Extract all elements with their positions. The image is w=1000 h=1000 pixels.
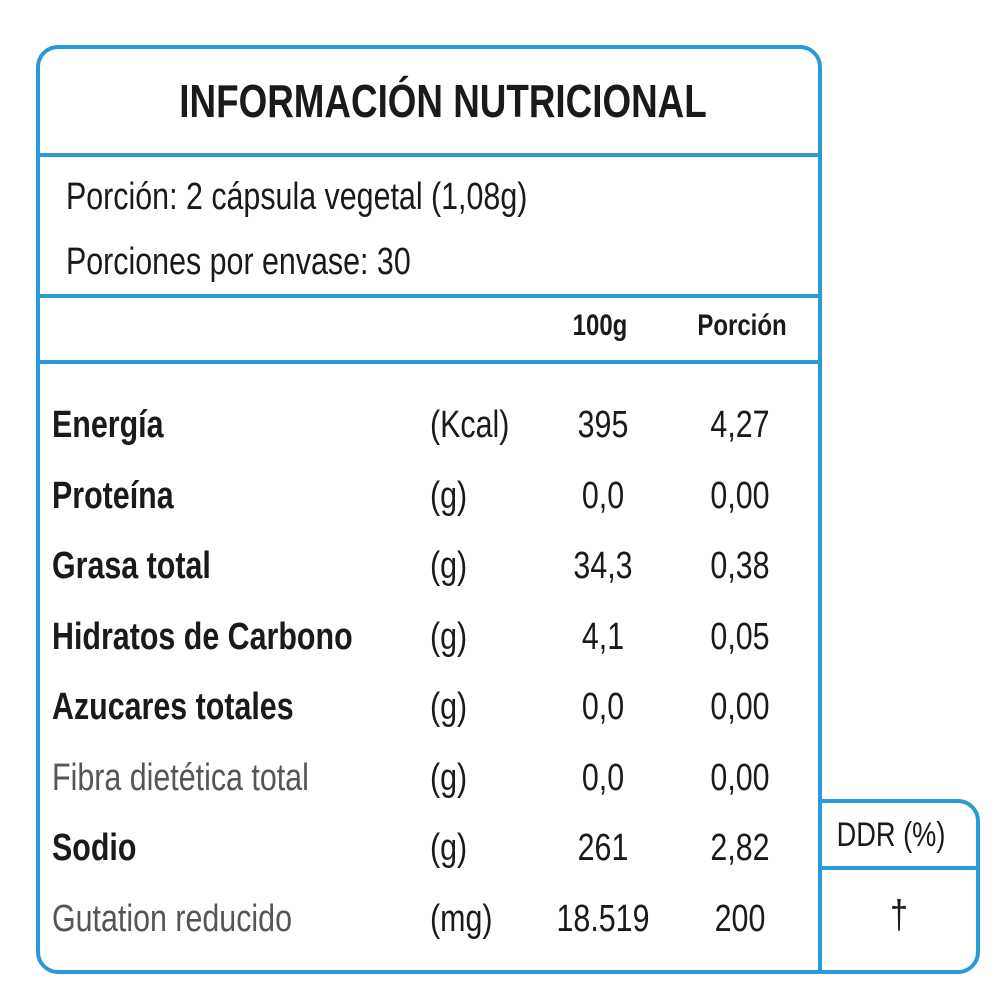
divider xyxy=(36,360,822,364)
nutrient-name: Hidratos de Carbono xyxy=(52,615,353,658)
nutrient-per-portion: 0,00 xyxy=(710,686,770,728)
nutrient-per-100g: 261 xyxy=(577,827,629,869)
nutrient-unit: (g) xyxy=(430,545,468,587)
nutrient-per-100g: 0,0 xyxy=(581,686,625,728)
nutrient-name: Grasa total xyxy=(52,545,211,587)
nutrient-per-portion: 0,00 xyxy=(710,474,770,517)
nutrient-per-100g: 4,1 xyxy=(581,615,625,658)
header-portion: Porción xyxy=(697,309,787,342)
header-ddr: DDR (%) xyxy=(836,816,946,854)
table-title: INFORMACIÓN NUTRICIONAL xyxy=(179,75,707,127)
nutrient-unit: (mg) xyxy=(430,897,493,940)
nutrient-unit: (g) xyxy=(430,615,468,658)
nutrient-per-portion: 0,38 xyxy=(710,545,770,587)
header-100g: 100g xyxy=(572,309,628,342)
nutrient-per-portion: 0,05 xyxy=(710,615,770,658)
servings-per-container: Porciones por envase: 30 xyxy=(66,241,411,283)
nutrient-per-100g: 0,0 xyxy=(581,474,625,517)
nutrient-per-100g: 0,0 xyxy=(581,756,625,799)
nutrient-name: Sodio xyxy=(52,827,137,869)
nutrient-name: Gutation reducido xyxy=(52,897,292,940)
nutrient-name: Azucares totales xyxy=(52,686,294,728)
nutrition-table xyxy=(36,45,822,974)
nutrient-per-portion: 200 xyxy=(714,897,766,940)
nutrient-unit: (g) xyxy=(430,756,468,799)
ddr-box xyxy=(818,799,980,974)
nutrient-per-100g: 18.519 xyxy=(556,897,650,940)
nutrient-per-portion: 2,82 xyxy=(710,827,770,869)
nutrient-per-portion: 4,27 xyxy=(710,404,770,446)
nutrient-unit: (g) xyxy=(430,686,468,728)
nutrient-per-portion: 0,00 xyxy=(710,756,770,799)
portion-size: Porción: 2 cápsula vegetal (1,08g) xyxy=(66,176,528,218)
ddr-value: † xyxy=(890,893,908,937)
nutrient-name: Energía xyxy=(52,404,164,446)
nutrient-unit: (Kcal) xyxy=(430,404,510,446)
divider xyxy=(36,153,822,157)
nutrient-unit: (g) xyxy=(430,827,468,869)
divider xyxy=(818,866,980,870)
divider xyxy=(36,294,822,298)
nutrient-name: Proteína xyxy=(52,474,174,517)
nutrient-name: Fibra dietética total xyxy=(52,756,309,799)
nutrient-per-100g: 395 xyxy=(577,404,629,446)
nutrient-unit: (g) xyxy=(430,474,468,517)
nutrient-per-100g: 34,3 xyxy=(573,545,633,587)
